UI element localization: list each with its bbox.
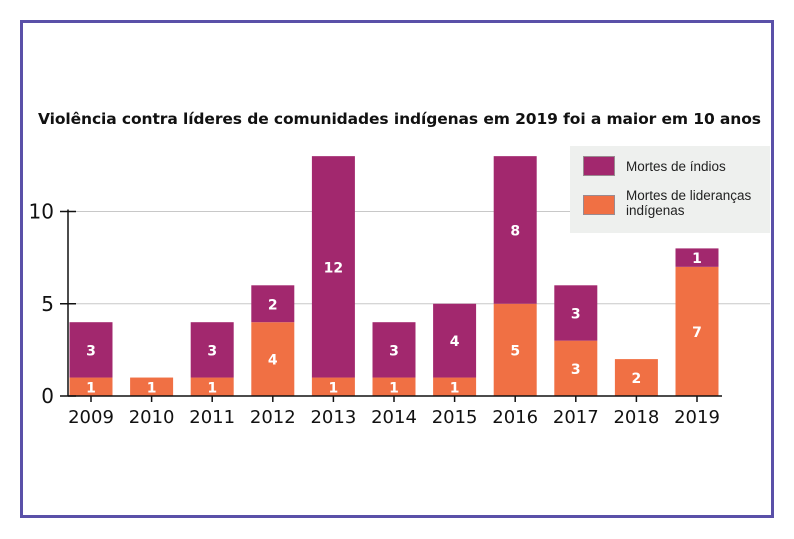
x-tick-label: 2012 — [250, 407, 296, 428]
data-label: 4 — [268, 353, 278, 369]
bar-segment — [69, 377, 113, 396]
legend-swatch-liderancas — [583, 195, 615, 215]
y-tick-label: 10 — [29, 200, 54, 224]
data-label: 5 — [510, 343, 520, 359]
x-tick-label: 2016 — [492, 407, 538, 428]
bar-segment — [69, 322, 113, 378]
data-label: 1 — [329, 380, 339, 396]
bar-segment — [675, 266, 719, 396]
legend-swatch-indios — [583, 156, 615, 176]
data-label: 2 — [632, 371, 642, 387]
y-tick-label: 5 — [41, 292, 54, 316]
chart-title: Violência contra líderes de comunidades … — [38, 110, 761, 128]
bar-segment — [493, 303, 537, 396]
legend-label-liderancas: Mortes de lideranças indígenas — [626, 188, 751, 218]
data-label: 1 — [147, 380, 157, 396]
data-label: 1 — [86, 380, 96, 396]
legend-item-mortes-de-liderancas: Mortes de lideranças indígenas — [583, 188, 751, 218]
data-label: 1 — [207, 380, 217, 396]
legend-label-line: Mortes de índios — [626, 159, 726, 174]
data-label: 12 — [324, 260, 343, 276]
x-tick-label: 2019 — [674, 407, 720, 428]
data-label: 1 — [389, 380, 399, 396]
bar-segment — [493, 156, 537, 304]
x-tick-label: 2009 — [68, 407, 114, 428]
legend-label-line: indígenas — [626, 203, 685, 218]
bar-segment — [251, 285, 295, 323]
bar-segment — [311, 156, 355, 378]
data-label: 3 — [86, 343, 96, 359]
chart-frame — [20, 20, 774, 518]
bar-segment — [614, 359, 658, 396]
data-label: 7 — [692, 325, 702, 341]
bar-segment — [433, 303, 477, 378]
data-label: 3 — [571, 362, 581, 378]
bar-segment — [554, 340, 598, 396]
y-tick-label: 0 — [41, 384, 54, 408]
bar-segment — [372, 377, 416, 396]
x-tick-label: 2010 — [129, 407, 175, 428]
bar-segment — [251, 322, 295, 396]
legend: Mortes de índios Mortes de lideranças in… — [570, 146, 770, 233]
bar-segment — [433, 377, 477, 396]
bar-segment — [190, 322, 234, 378]
bar-segment — [130, 377, 174, 396]
x-tick-label: 2015 — [432, 407, 478, 428]
x-tick-label: 2013 — [310, 407, 356, 428]
data-label: 2 — [268, 297, 278, 313]
bar-segment — [675, 248, 719, 267]
data-label: 8 — [510, 223, 520, 239]
x-tick-label: 2017 — [553, 407, 599, 428]
data-label: 3 — [571, 306, 581, 322]
data-label: 3 — [207, 343, 217, 359]
legend-item-mortes-de-indios: Mortes de índios — [583, 156, 726, 176]
data-label: 1 — [692, 251, 702, 267]
data-label: 3 — [389, 343, 399, 359]
data-label: 1 — [450, 380, 460, 396]
bar-segment — [554, 285, 598, 341]
x-tick-label: 2014 — [371, 407, 417, 428]
data-label: 4 — [450, 334, 460, 350]
x-tick-label: 2011 — [189, 407, 235, 428]
bar-segment — [372, 322, 416, 378]
bar-segment — [190, 377, 234, 396]
bar-segment — [311, 377, 355, 396]
legend-label-line: Mortes de lideranças — [626, 188, 752, 203]
legend-label-indios: Mortes de índios — [626, 159, 726, 174]
x-tick-label: 2018 — [613, 407, 659, 428]
